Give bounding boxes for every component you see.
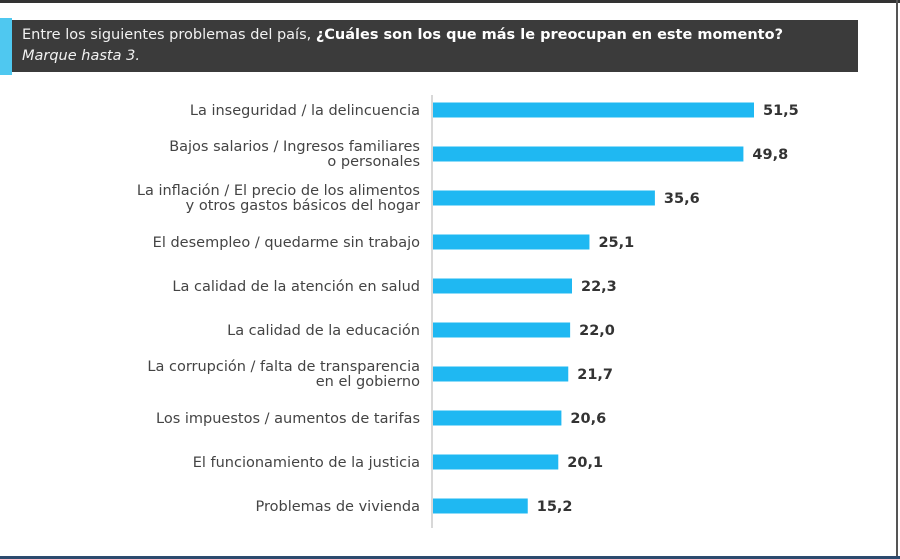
bar <box>433 322 571 338</box>
category-label: en el gobierno <box>316 374 420 390</box>
value-label: 15,2 <box>537 499 573 515</box>
bar <box>433 190 655 206</box>
question-prefix: Entre los siguientes problemas del país, <box>22 27 316 43</box>
value-label: 25,1 <box>598 235 634 251</box>
category-label: La corrupción / falta de transparencia <box>147 359 420 375</box>
value-label: 51,5 <box>763 103 799 119</box>
question-header: Entre los siguientes problemas del país,… <box>12 20 858 72</box>
value-label: 22,0 <box>579 323 615 339</box>
right-border <box>896 0 898 559</box>
value-label: 49,8 <box>752 147 788 163</box>
category-label: Problemas de vivienda <box>256 499 420 515</box>
value-label: 20,6 <box>570 411 606 427</box>
category-label: La inseguridad / la delincuencia <box>190 103 420 119</box>
bar <box>433 234 590 250</box>
value-label: 21,7 <box>577 367 613 383</box>
category-label: La calidad de la atención en salud <box>172 279 420 295</box>
category-label: y otros gastos básicos del hogar <box>186 198 420 214</box>
bar <box>433 146 744 162</box>
top-border <box>0 0 900 3</box>
bar <box>433 410 562 426</box>
bar <box>433 498 528 514</box>
bar <box>433 102 754 118</box>
bottom-border <box>0 556 900 559</box>
value-label: 20,1 <box>567 455 603 471</box>
category-label: Bajos salarios / Ingresos familiares <box>169 139 420 155</box>
bar <box>433 454 559 470</box>
value-label: 22,3 <box>581 279 617 295</box>
category-label: El desempleo / quedarme sin trabajo <box>153 235 420 251</box>
category-label: La inflación / El precio de los alimento… <box>137 183 420 199</box>
bar <box>433 366 569 382</box>
question-bold: ¿Cuáles son los que más le preocupan en … <box>315 27 783 43</box>
value-label: 35,6 <box>664 191 700 207</box>
category-label: Los impuestos / aumentos de tarifas <box>156 411 420 427</box>
category-label: La calidad de la educación <box>227 323 420 339</box>
header-accent <box>0 18 12 75</box>
instruction: Marque hasta 3. <box>22 48 140 64</box>
category-label: El funcionamiento de la justicia <box>193 455 420 471</box>
category-label: o personales <box>327 154 420 170</box>
bar <box>433 278 572 294</box>
